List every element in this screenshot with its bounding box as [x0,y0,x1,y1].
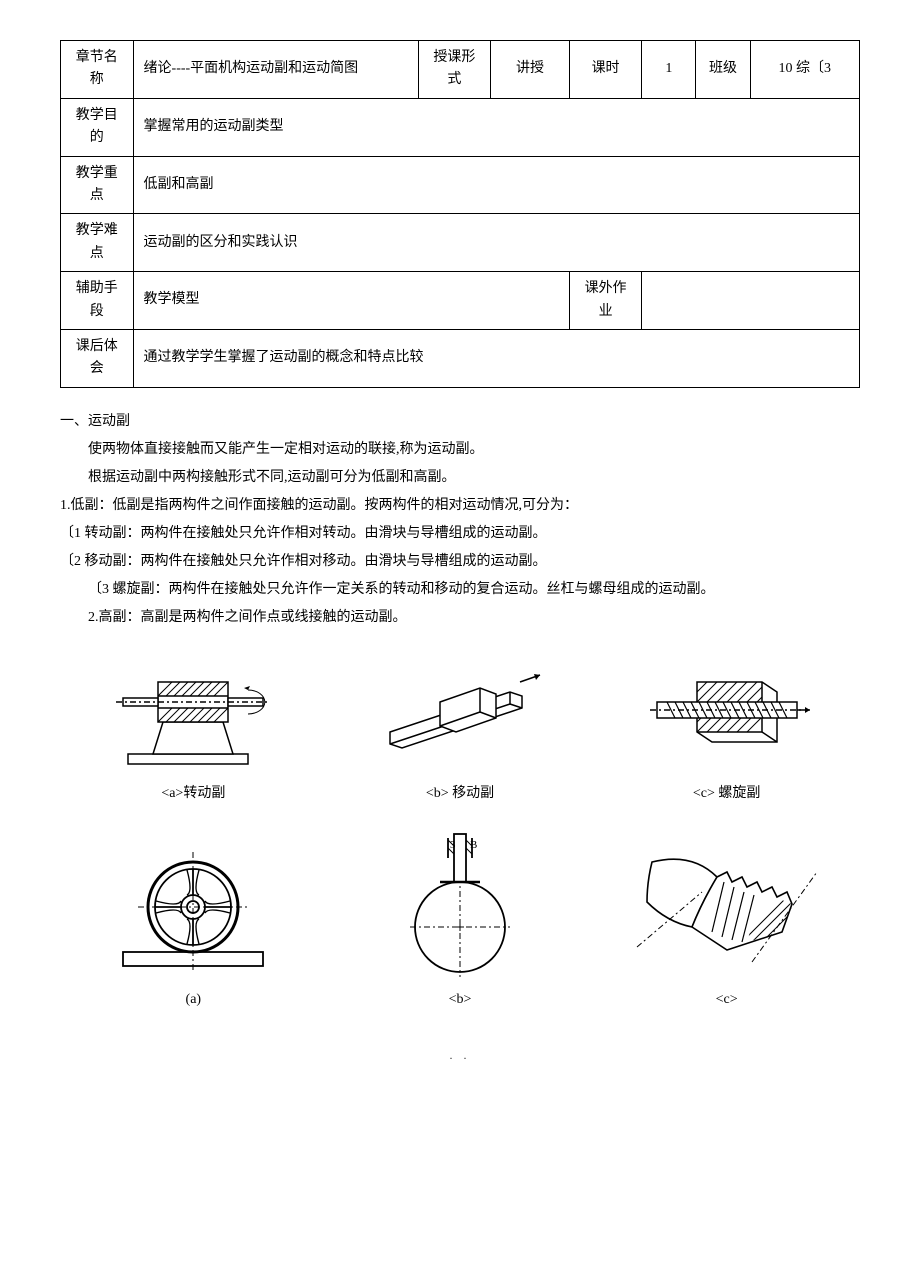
para-6: 〔3 螺旋副：两构件在接触处只允许作一定关系的转动和移动的复合运动。丝杠与螺母组… [60,576,860,604]
wheel-rail-icon [108,842,278,982]
cell-class-val: 10 综〔3 [750,41,859,99]
cam-follower-icon: 3 B [380,832,540,982]
gear-contact-icon [632,832,822,982]
cell-form-val: 讲授 [491,41,570,99]
figure-2a: (a) [83,842,303,1008]
figure-1a: <a>转动副 [83,662,303,802]
para-3: 1.低副：低副是指两构件之间作面接触的运动副。按两构件的相对运动情况,可分为： [60,492,860,520]
heading-1: 一、运动副 [60,408,860,436]
caption-2c: <c> [716,992,738,1008]
para-5: 〔2 移动副：两构件在接触处只允许作相对移动。由滑块与导槽组成的运动副。 [60,548,860,576]
para-4: 〔1 转动副：两构件在接触处只允许作相对转动。由滑块与导槽组成的运动副。 [60,520,860,548]
caption-1a: <a>转动副 [161,782,225,802]
cell-chapter-key: 章节名称 [61,41,134,99]
screw-pair-icon [642,662,812,772]
figure-2b: 3 B <b> [350,832,570,1008]
cell-reflection-key: 课后体会 [61,329,134,387]
figure-2c: <c> [617,832,837,1008]
figure-row-1: <a>转动副 <b> 移动副 [60,662,860,802]
cell-aid-val: 教学模型 [133,272,569,330]
cell-difficulty-val: 运动副的区分和实践认识 [133,214,859,272]
para-2: 根据运动副中两构接触形式不同,运动副可分为低副和高副。 [60,464,860,492]
body-section: 一、运动副 使两物体直接接触而又能产生一定相对运动的联接,称为运动副。 根据运动… [60,408,860,632]
para-7: 2.高副：高副是两构件之间作点或线接触的运动副。 [60,604,860,632]
svg-text:B: B [470,839,477,851]
cell-reflection-val: 通过教学学生掌握了运动副的概念和特点比较 [133,329,859,387]
para-1: 使两物体直接接触而又能产生一定相对运动的联接,称为运动副。 [60,436,860,464]
prismatic-pair-icon [370,662,550,772]
cell-chapter-val: 绪论----平面机构运动副和运动简图 [133,41,418,99]
caption-2b: <b> [449,992,472,1008]
caption-2a: (a) [186,992,202,1008]
cell-focus-key: 教学重点 [61,156,134,214]
cell-difficulty-key: 教学难点 [61,214,134,272]
figure-1b: <b> 移动副 [350,662,570,802]
cell-aid-key: 辅助手段 [61,272,134,330]
cell-homework-val [642,272,860,330]
cell-form-key: 授课形式 [418,41,491,99]
figure-row-2: (a) [60,832,860,1008]
cell-class-key: 班级 [696,41,750,99]
cell-goal-key: 教学目的 [61,98,134,156]
revolute-pair-icon [108,662,278,772]
cell-goal-val: 掌握常用的运动副类型 [133,98,859,156]
page-footer: . . [60,1048,860,1063]
cell-hours-val: 1 [642,41,696,99]
svg-text:3: 3 [450,839,456,851]
caption-1b: <b> 移动副 [426,782,494,802]
figure-1c: <c> 螺旋副 [617,662,837,802]
cell-homework-key: 课外作业 [569,272,642,330]
cell-hours-key: 课时 [569,41,642,99]
lesson-plan-table: 章节名称 绪论----平面机构运动副和运动简图 授课形式 讲授 课时 1 班级 … [60,40,860,388]
cell-focus-val: 低副和高副 [133,156,859,214]
caption-1c: <c> 螺旋副 [693,782,761,802]
